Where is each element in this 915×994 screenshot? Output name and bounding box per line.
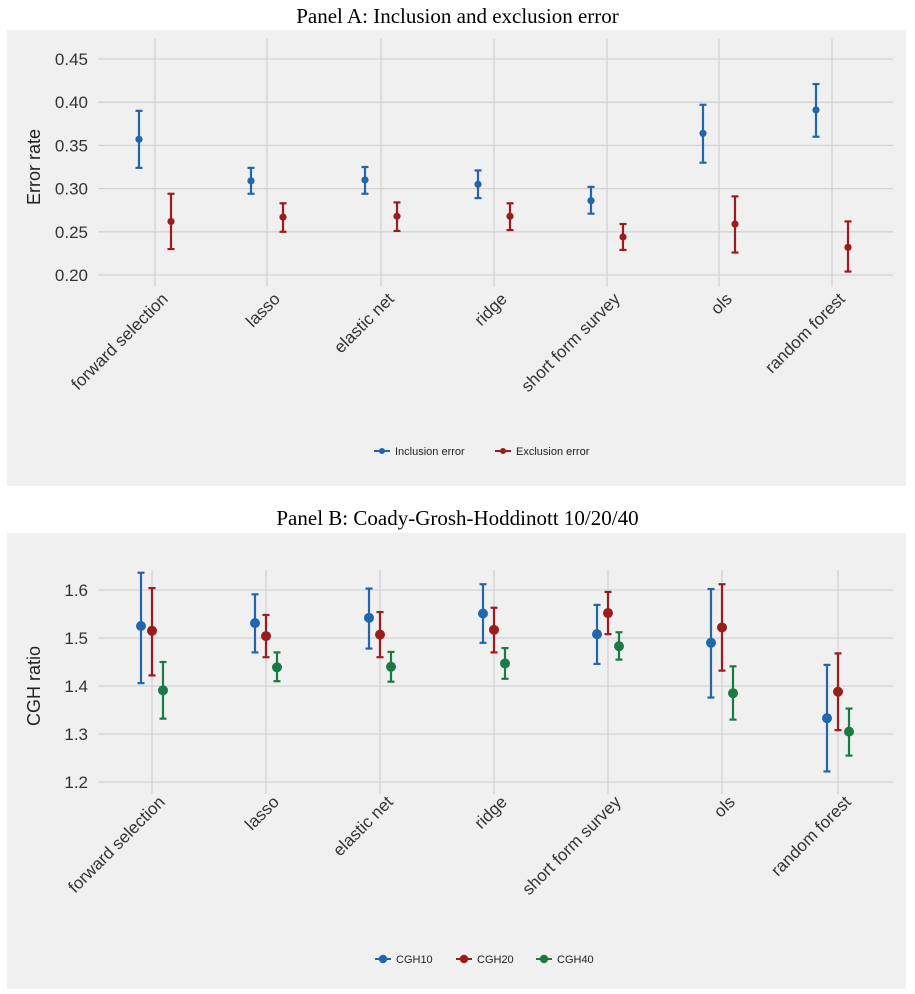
- panel-a-ytick-label: 0.25: [55, 223, 88, 242]
- panel-a-point-inclusion-error: [587, 197, 595, 205]
- panel-b-point-cgh20: [261, 631, 271, 642]
- panel-b-point-cgh40: [728, 688, 738, 699]
- panel-b-point-cgh20: [717, 622, 727, 633]
- panel-b-ytick-label: 1.5: [64, 629, 88, 648]
- panel-a-point-inclusion-error: [474, 180, 482, 188]
- panel-a-ytick-label: 0.45: [55, 50, 88, 69]
- panel-a-ytick-label: 0.40: [55, 93, 88, 112]
- panel-b-legend-marker: [539, 954, 549, 964]
- panel-b-point-cgh20: [603, 608, 613, 619]
- panel-a-point-exclusion-error: [619, 233, 627, 241]
- panel-b-ytick-label: 1.6: [64, 581, 88, 600]
- panel-a-point-inclusion-error: [361, 176, 369, 184]
- panel-b-legend-label: CGH20: [477, 954, 514, 966]
- panel-b-ytick-label: 1.4: [64, 677, 88, 696]
- panel-a-legend-label: Inclusion error: [395, 446, 465, 458]
- panel-a-ytick-label: 0.20: [55, 266, 88, 285]
- panel-b-ylabel: CGH ratio: [24, 646, 44, 726]
- panel-b-point-cgh10: [250, 618, 260, 629]
- panel-a-point-exclusion-error: [844, 243, 852, 251]
- panel-a-ylabel: Error rate: [24, 129, 44, 205]
- panel-a-legend-marker: [379, 448, 385, 454]
- panel-b-ytick-label: 1.2: [64, 773, 88, 792]
- panel-b-point-cgh20: [489, 624, 499, 635]
- panel-b-point-cgh20: [375, 629, 385, 640]
- panel-b-point-cgh40: [614, 641, 624, 652]
- panel-b-legend-marker: [378, 954, 388, 964]
- panel-a-background: [7, 30, 906, 486]
- panel-a-ytick-label: 0.30: [55, 180, 88, 199]
- panel-a-point-exclusion-error: [731, 220, 739, 228]
- panel-a-point-exclusion-error: [506, 212, 514, 220]
- panel-a-point-exclusion-error: [279, 213, 287, 221]
- panel-a-title: Panel A: Inclusion and exclusion error: [296, 4, 619, 28]
- panel-b-background: [7, 533, 906, 989]
- panel-b-ytick-label: 1.3: [64, 725, 88, 744]
- panel-a-legend-label: Exclusion error: [516, 446, 590, 458]
- panel-b-legend-marker: [459, 954, 469, 964]
- panel-b-point-cgh10: [136, 621, 146, 631]
- panel-b-point-cgh20: [833, 686, 843, 697]
- panel-a-point-inclusion-error: [812, 106, 820, 114]
- panel-b-point-cgh40: [272, 662, 282, 673]
- panel-b-point-cgh10: [592, 629, 602, 640]
- panel-b-point-cgh10: [478, 608, 488, 619]
- panel-a-point-inclusion-error: [699, 129, 707, 137]
- panel-b-point-cgh10: [364, 612, 374, 623]
- panel-a-point-exclusion-error: [167, 217, 175, 226]
- panel-b-point-cgh40: [386, 661, 396, 672]
- panel-a-ytick-label: 0.35: [55, 136, 88, 155]
- panel-a-legend-marker: [500, 448, 506, 454]
- panel-b-point-cgh20: [147, 625, 157, 636]
- panel-b-title: Panel B: Coady-Grosh-Hoddinott 10/20/40: [276, 506, 639, 530]
- panel-b-point-cgh40: [844, 726, 854, 737]
- panel-b-legend-label: CGH40: [557, 954, 594, 966]
- panel-a-point-inclusion-error: [247, 177, 255, 185]
- panel-b-point-cgh40: [500, 658, 510, 669]
- panel-a-point-exclusion-error: [393, 212, 401, 220]
- panel-b-legend-label: CGH10: [396, 954, 433, 966]
- panel-b-point-cgh10: [706, 637, 716, 648]
- panel-b-point-cgh10: [822, 713, 832, 724]
- panel-a-point-inclusion-error: [135, 135, 143, 143]
- panel-b-point-cgh40: [158, 685, 168, 696]
